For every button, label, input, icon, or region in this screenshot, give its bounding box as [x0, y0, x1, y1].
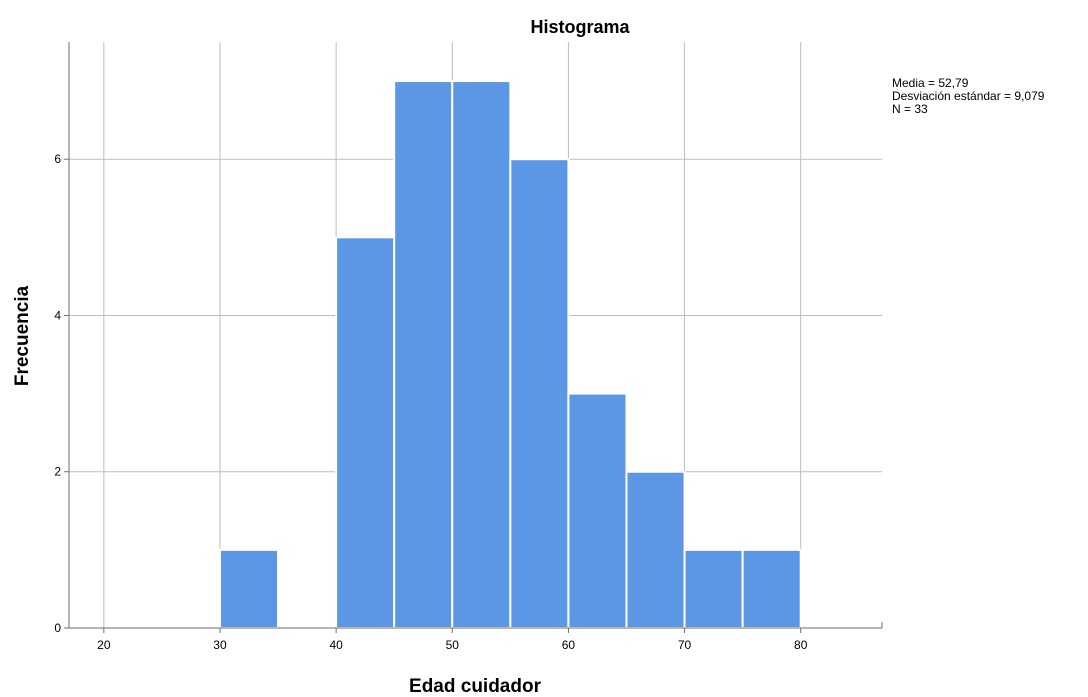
- y-tick-label: 4: [54, 308, 61, 322]
- y-tick-label: 0: [54, 621, 61, 635]
- x-tick-label: 40: [329, 638, 343, 652]
- stats-n: N = 33: [892, 102, 928, 116]
- bars-layer: [218, 80, 802, 630]
- histogram-bar: [335, 236, 396, 629]
- histogram-bar: [683, 548, 744, 629]
- x-tick-label: 80: [794, 638, 808, 652]
- stats-mean: Media = 52,79: [892, 76, 969, 90]
- histogram-bar: [451, 80, 512, 630]
- x-tick-label: 70: [678, 638, 692, 652]
- x-tick-label: 20: [97, 638, 111, 652]
- histogram-bar: [741, 548, 802, 629]
- y-tick-label: 6: [54, 152, 61, 166]
- histogram-bar: [509, 158, 570, 629]
- stats-sd: Desviación estándar = 9,079: [892, 89, 1045, 103]
- y-tick-label: 2: [54, 465, 61, 479]
- plot-frame: [68, 42, 883, 629]
- histogram-bar: [625, 470, 686, 629]
- histogram-bar: [218, 548, 280, 629]
- stats-box: Media = 52,79 Desviación estándar = 9,07…: [892, 76, 1045, 116]
- x-tick-label: 30: [213, 638, 227, 652]
- chart-title: Histograma: [530, 17, 630, 37]
- y-axis-label: Frecuencia: [12, 285, 33, 386]
- histogram-bar: [393, 80, 454, 630]
- histogram-bar: [567, 392, 628, 629]
- x-axis-label: Edad cuidador: [409, 676, 542, 697]
- x-tick-label: 50: [446, 638, 460, 652]
- x-tick-labels: 20 30 40 50 60 70 80: [97, 628, 808, 652]
- x-tick-label: 60: [562, 638, 576, 652]
- y-tick-labels: 0 2 4 6: [54, 152, 69, 635]
